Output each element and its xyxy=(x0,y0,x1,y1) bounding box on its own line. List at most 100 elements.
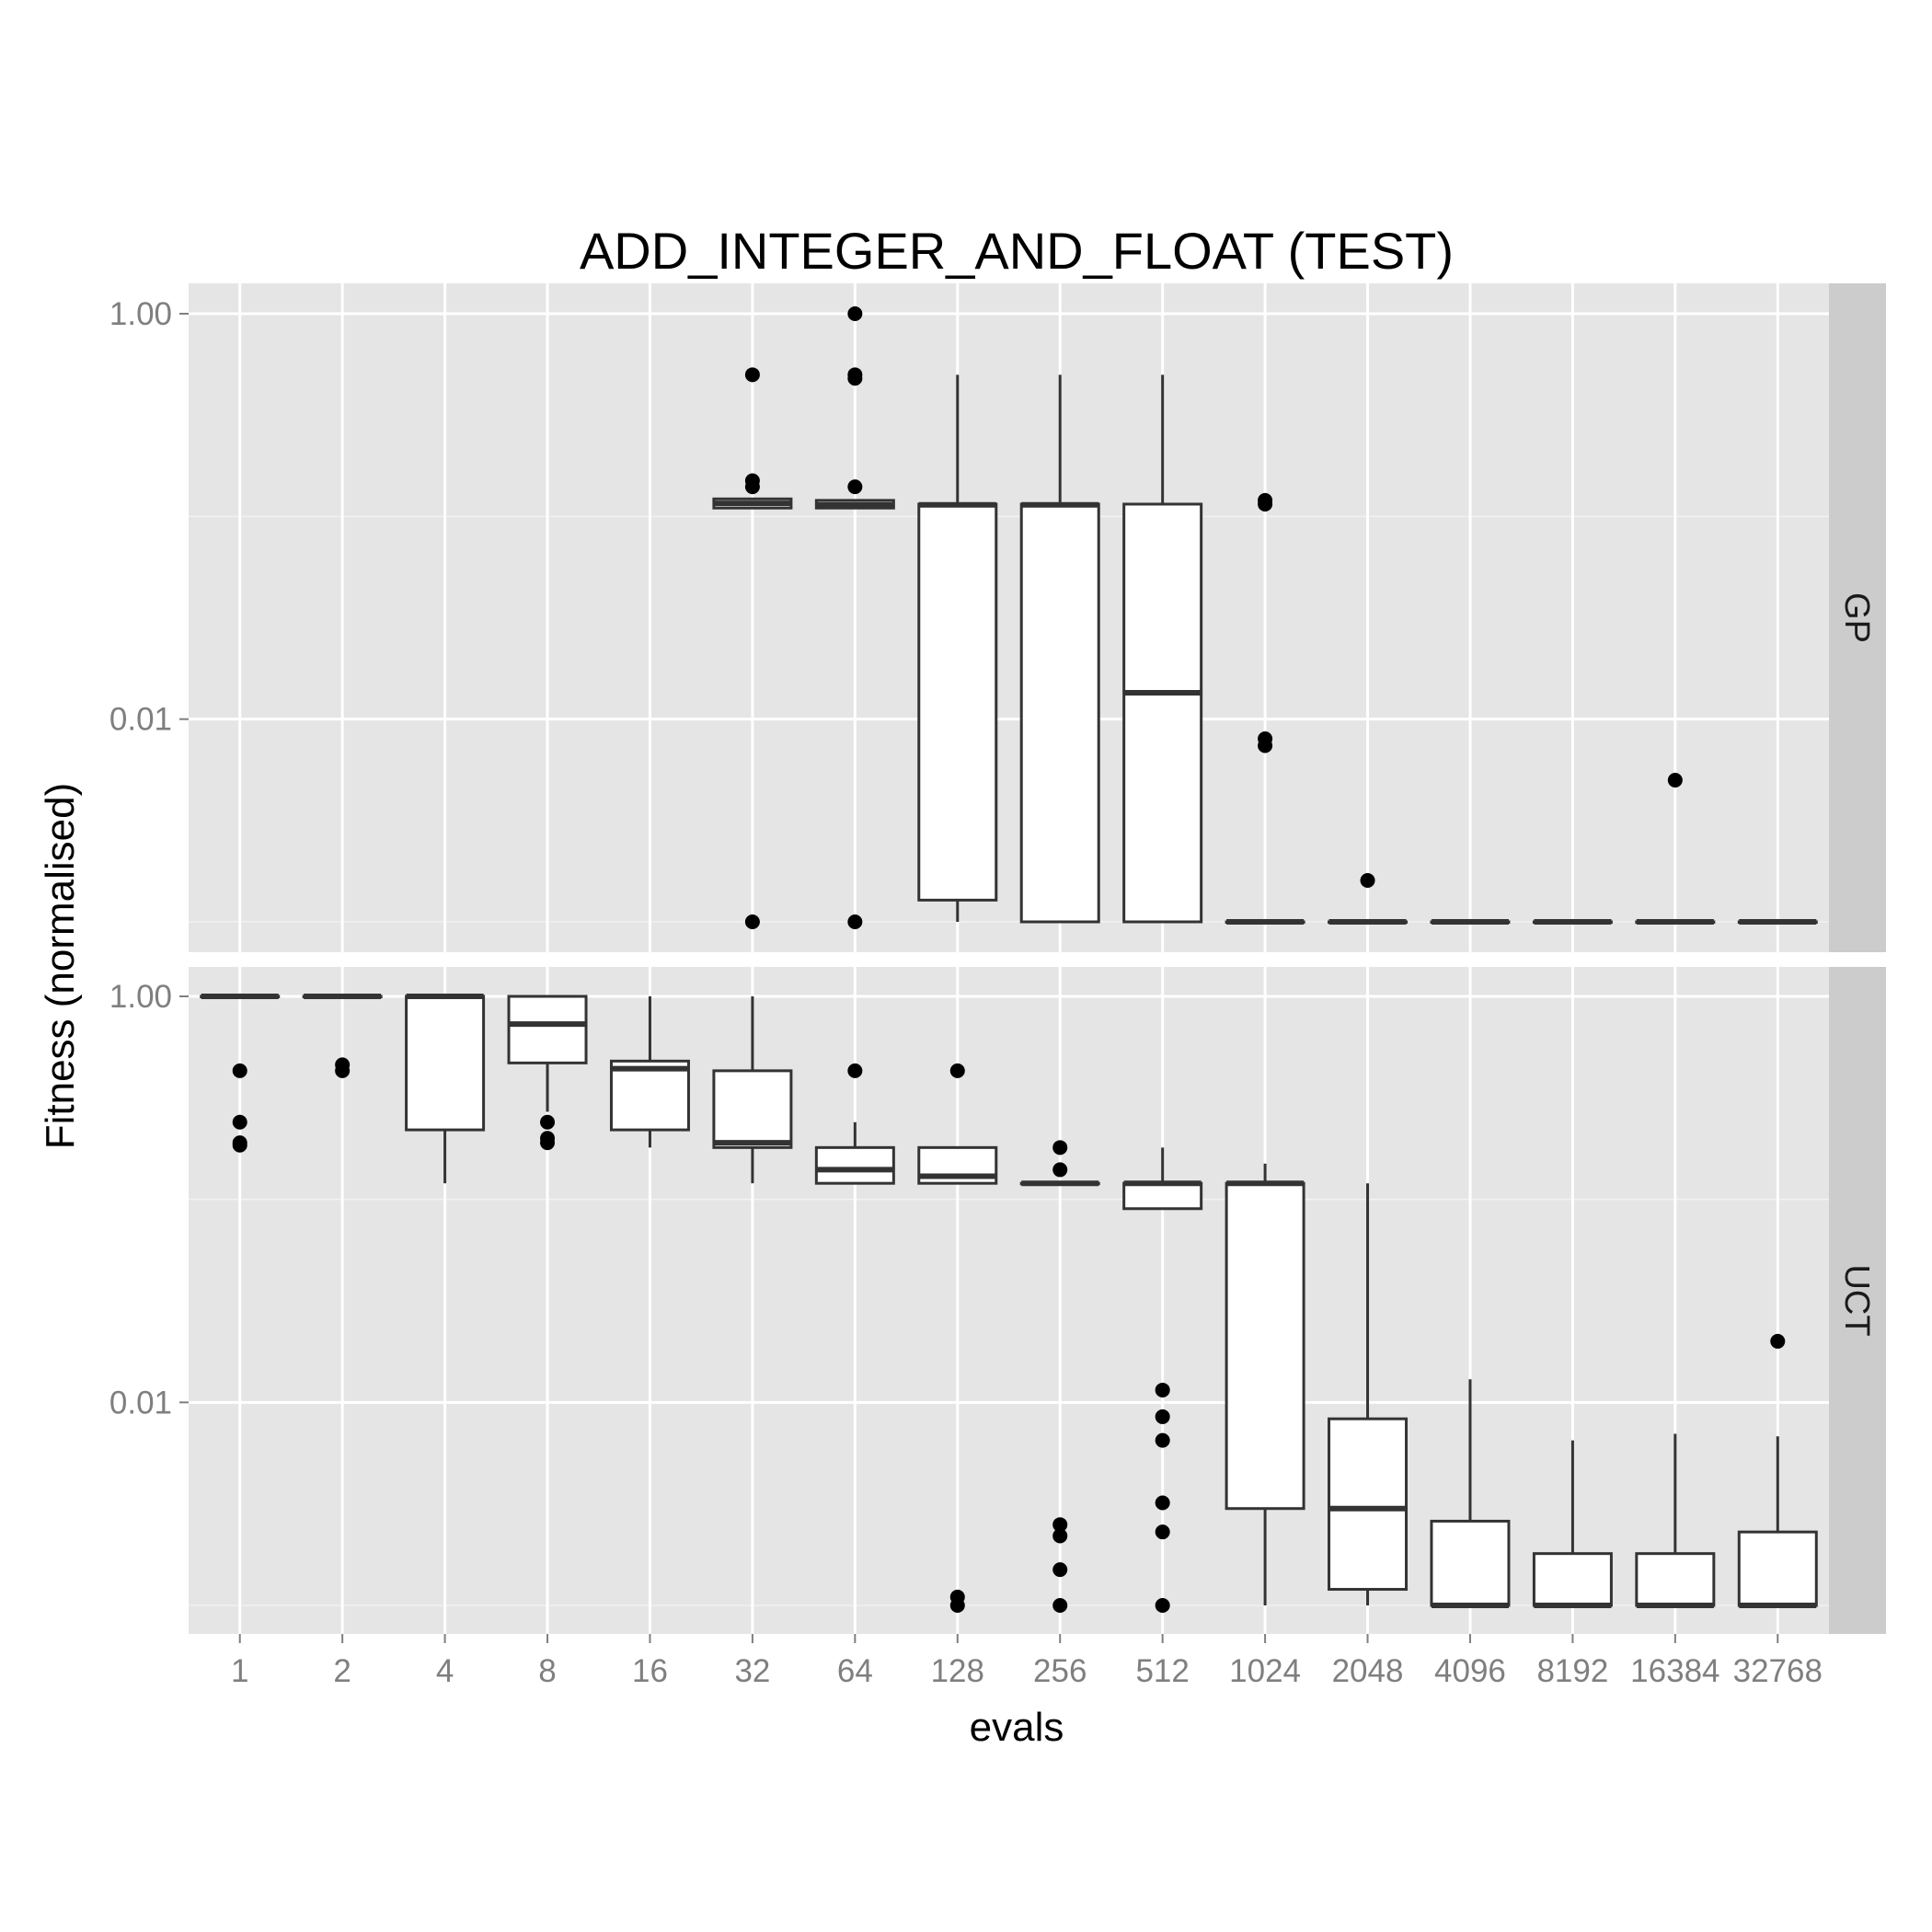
outlier-point xyxy=(1770,1333,1786,1349)
facet-panel-gp: 1.00 0.01 GP xyxy=(109,283,1886,952)
outlier-point xyxy=(1155,1382,1170,1397)
box-iqr xyxy=(1122,502,1203,924)
outlier-point xyxy=(540,1135,556,1151)
box-2 xyxy=(302,994,383,1078)
x-tick-label: 2048 xyxy=(1332,1653,1404,1689)
facet-strip xyxy=(1829,967,1886,1634)
box-iqr xyxy=(1635,1552,1716,1607)
outlier-point xyxy=(1052,1562,1068,1578)
box-32 xyxy=(712,996,793,1184)
box-64 xyxy=(814,306,895,929)
box-64 xyxy=(814,1063,895,1185)
box-512 xyxy=(1122,374,1203,924)
outlier-point xyxy=(1258,496,1273,512)
y-axis-title: Fitness (normalised) xyxy=(38,783,83,1150)
outlier-point xyxy=(1052,1517,1068,1533)
box-128 xyxy=(917,1063,998,1613)
x-tick-label: 1 xyxy=(231,1653,248,1689)
x-tick-label: 4096 xyxy=(1434,1653,1506,1689)
facet-panel-uct: 1.00 0.01 UCT xyxy=(109,967,1886,1634)
outlier-point xyxy=(847,1063,863,1078)
x-tick-label: 8 xyxy=(538,1653,556,1689)
outlier-point xyxy=(1052,1598,1068,1613)
box-iqr xyxy=(1225,1181,1305,1511)
box-8192 xyxy=(1532,1440,1613,1608)
chart-title: ADD_INTEGER_AND_FLOAT (TEST) xyxy=(580,222,1454,280)
outlier-point xyxy=(744,479,760,495)
x-tick-label: 64 xyxy=(837,1653,873,1689)
outlier-point xyxy=(1667,772,1683,788)
box-32768 xyxy=(1737,1333,1818,1608)
panel-background xyxy=(189,283,1829,952)
box-4096 xyxy=(1430,1379,1511,1608)
x-tick-label: 256 xyxy=(1033,1653,1087,1689)
box-512 xyxy=(1122,1147,1203,1613)
outlier-point xyxy=(1155,1524,1170,1540)
x-axis-ticks: 1 2 4 8 16 32 64 128 256 512 1024 2048 4096 8192 16384… xyxy=(231,1634,1823,1689)
outlier-point xyxy=(1360,873,1375,889)
facet-panels: 1.00 0.01 GP 1.00 0.01 UCT xyxy=(109,283,1886,1634)
box-iqr xyxy=(712,1069,793,1149)
box-iqr xyxy=(1019,502,1100,924)
box-128 xyxy=(917,374,998,922)
outlier-point xyxy=(1052,1162,1068,1178)
x-tick-label: 8192 xyxy=(1536,1653,1608,1689)
facet-strip xyxy=(1829,283,1886,952)
facet-strip-label: UCT xyxy=(1837,1264,1876,1336)
x-tick-label: 32768 xyxy=(1733,1653,1823,1689)
outlier-point xyxy=(1258,738,1273,753)
outlier-point xyxy=(847,479,863,495)
box-8 xyxy=(507,995,588,1151)
box-4096 xyxy=(1430,919,1511,925)
box-256 xyxy=(1019,1140,1100,1613)
y-tick-label: 0.01 xyxy=(109,1385,172,1420)
box-1024 xyxy=(1225,1163,1305,1605)
x-tick-label: 1024 xyxy=(1229,1653,1301,1689)
box-32768 xyxy=(1737,919,1818,925)
x-tick-label: 2 xyxy=(333,1653,351,1689)
outlier-point xyxy=(744,367,760,383)
box-iqr xyxy=(1328,1417,1409,1592)
x-tick-label: 16384 xyxy=(1630,1653,1719,1689)
outlier-point xyxy=(232,1137,247,1153)
box-1024 xyxy=(1225,492,1305,925)
outlier-point xyxy=(847,306,863,321)
x-tick-label: 16 xyxy=(632,1653,668,1689)
outlier-point xyxy=(847,371,863,386)
y-tick-label: 0.01 xyxy=(109,702,172,738)
box-iqr xyxy=(1737,1530,1818,1607)
box-1 xyxy=(200,994,281,1153)
x-axis-title: evals xyxy=(970,1705,1064,1750)
y-tick-label: 1.00 xyxy=(109,296,172,332)
box-iqr xyxy=(814,1145,895,1185)
outlier-point xyxy=(1155,1598,1170,1613)
box-8192 xyxy=(1532,919,1613,925)
x-tick-label: 128 xyxy=(931,1653,984,1689)
outlier-point xyxy=(1052,1528,1068,1544)
outlier-point xyxy=(847,914,863,929)
box-16 xyxy=(609,996,690,1148)
box-iqr xyxy=(1430,1519,1511,1607)
box-2048 xyxy=(1328,1183,1409,1605)
outlier-point xyxy=(949,1063,965,1078)
outlier-point xyxy=(949,1598,965,1613)
box-iqr xyxy=(1532,1552,1613,1607)
outlier-point xyxy=(744,914,760,929)
box-16384 xyxy=(1635,772,1716,925)
outlier-point xyxy=(1155,1432,1170,1448)
outlier-point xyxy=(232,1063,247,1078)
outlier-point xyxy=(1155,1409,1170,1424)
facet-strip-label: GP xyxy=(1837,592,1876,643)
box-iqr xyxy=(507,995,588,1064)
box-16384 xyxy=(1635,1433,1716,1608)
box-4 xyxy=(405,994,486,1184)
outlier-point xyxy=(335,1063,351,1078)
x-tick-label: 512 xyxy=(1135,1653,1189,1689)
box-256 xyxy=(1019,374,1100,924)
y-tick-label: 1.00 xyxy=(109,979,172,1015)
box-32 xyxy=(712,367,793,929)
outlier-point xyxy=(232,1114,247,1130)
box-iqr xyxy=(917,502,998,902)
box-iqr xyxy=(405,995,486,1132)
